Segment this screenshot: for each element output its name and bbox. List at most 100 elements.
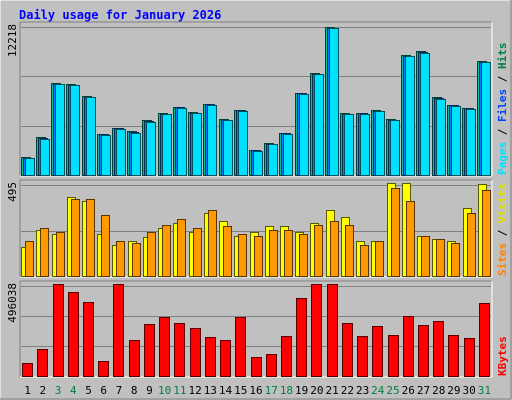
- bar-sites-5: [86, 199, 95, 277]
- x-tick-label: 5: [85, 384, 92, 397]
- bar-sites-9: [147, 232, 156, 277]
- x-tick-label: 22: [341, 384, 354, 397]
- bar-sites-4: [71, 199, 80, 277]
- x-tick-label: 28: [432, 384, 445, 397]
- bar-sites-1: [25, 241, 34, 277]
- bar-kbytes-7: [113, 284, 124, 377]
- bar-pages-1: [25, 158, 35, 176]
- bar-kbytes-26: [403, 316, 414, 377]
- x-tick-label: 7: [116, 384, 123, 397]
- bar-sites-26: [406, 201, 415, 277]
- bar-pages-7: [116, 129, 126, 176]
- bar-sites-21: [330, 221, 339, 277]
- bar-kbytes-11: [174, 323, 185, 377]
- bar-sites-31: [482, 190, 491, 277]
- bar-sites-13: [208, 210, 217, 277]
- x-tick-label: 30: [463, 384, 476, 397]
- bar-sites-20: [314, 225, 323, 277]
- x-axis-labels: 1 2 3 4 5 6 7 8 9 10 11 12 13 14 15 16 17 18 19 20 21 22 23 24 2…: [24, 384, 491, 397]
- bar-sites-18: [284, 230, 293, 277]
- panel-hits-files-pages: 12218 Pages / Files / Hits: [6, 21, 509, 177]
- bar-pages-27: [420, 53, 430, 176]
- bar-kbytes-2: [37, 349, 48, 377]
- bar-sites-12: [193, 228, 202, 277]
- bar-kbytes-16: [251, 357, 262, 377]
- bar-kbytes-8: [129, 340, 140, 377]
- bar-pages-12: [192, 113, 202, 176]
- panel-visits-sites: 495 Sites / Visits: [6, 179, 509, 278]
- x-tick-label: 2: [40, 384, 47, 397]
- bar-kbytes-24: [372, 326, 383, 377]
- bar-pages-22: [344, 114, 354, 176]
- x-tick-label: 26: [402, 384, 415, 397]
- x-tick-label: 11: [173, 384, 186, 397]
- bar-pages-16: [253, 151, 263, 176]
- bar-kbytes-10: [159, 317, 170, 377]
- bar-sites-8: [132, 243, 141, 277]
- bar-pages-29: [451, 106, 461, 176]
- series-legend: KBytes: [496, 336, 509, 376]
- legend-entry: KBytes: [496, 336, 509, 376]
- bar-kbytes-14: [220, 340, 231, 377]
- x-tick-label: 31: [478, 384, 491, 397]
- bar-kbytes-30: [464, 338, 475, 377]
- bar-kbytes-29: [448, 335, 459, 377]
- chart-panels: 12218 Pages / Files / Hits 495 Sites / Visi…: [6, 21, 509, 378]
- bar-sites-25: [391, 188, 400, 277]
- x-tick-label: 20: [310, 384, 323, 397]
- legend-entry: Hits: [496, 43, 509, 70]
- bar-pages-26: [405, 56, 415, 176]
- panel-kbytes: 496038 KBytes: [6, 280, 509, 378]
- x-tick-label: 27: [417, 384, 430, 397]
- x-tick-label: 16: [249, 384, 262, 397]
- bar-pages-3: [55, 84, 65, 176]
- bar-pages-31: [481, 62, 491, 176]
- bar-pages-20: [314, 74, 324, 176]
- x-tick-label: 21: [326, 384, 339, 397]
- bar-sites-28: [436, 239, 445, 277]
- legend-entry: Pages: [496, 142, 509, 175]
- chart-title: Daily usage for January 2026: [19, 8, 221, 22]
- x-tick-label: 9: [146, 384, 153, 397]
- bar-sites-17: [269, 230, 278, 277]
- bar-kbytes-19: [296, 298, 307, 377]
- x-tick-label: 8: [131, 384, 138, 397]
- bar-sites-3: [56, 232, 65, 277]
- bar-sites-10: [162, 225, 171, 277]
- legend-separator: /: [496, 223, 509, 243]
- bar-pages-4: [70, 85, 80, 176]
- bar-kbytes-18: [281, 336, 292, 377]
- x-tick-label: 24: [371, 384, 385, 397]
- bar-kbytes-12: [190, 328, 201, 377]
- bar-pages-21: [329, 28, 339, 176]
- x-tick-label: 1: [24, 384, 31, 397]
- bar-pages-23: [360, 114, 370, 176]
- x-tick-label: 25: [386, 384, 399, 397]
- bar-sites-16: [254, 236, 263, 277]
- bar-sites-27: [421, 236, 430, 277]
- bar-sites-30: [467, 213, 476, 277]
- y-max-label: 496038: [6, 283, 19, 323]
- bar-pages-24: [375, 111, 385, 176]
- x-tick-label: 4: [70, 384, 77, 397]
- legend-separator: /: [496, 69, 509, 89]
- bar-pages-2: [40, 139, 50, 176]
- bar-kbytes-5: [83, 302, 94, 377]
- bar-kbytes-20: [311, 284, 322, 377]
- bar-kbytes-21: [327, 284, 338, 377]
- bar-kbytes-27: [418, 325, 429, 377]
- bar-kbytes-22: [342, 323, 353, 377]
- bar-pages-19: [299, 94, 309, 176]
- bar-kbytes-23: [357, 336, 368, 377]
- series-legend: Sites / Visits: [496, 183, 509, 276]
- legend-entry: Sites: [496, 243, 509, 276]
- bar-sites-23: [360, 245, 369, 277]
- bar-pages-5: [86, 97, 96, 176]
- bar-kbytes-4: [68, 292, 79, 377]
- bar-kbytes-3: [53, 284, 64, 377]
- x-tick-label: 12: [188, 384, 201, 397]
- bar-pages-15: [238, 111, 248, 176]
- bar-kbytes-13: [205, 337, 216, 377]
- legend-separator: /: [496, 122, 509, 142]
